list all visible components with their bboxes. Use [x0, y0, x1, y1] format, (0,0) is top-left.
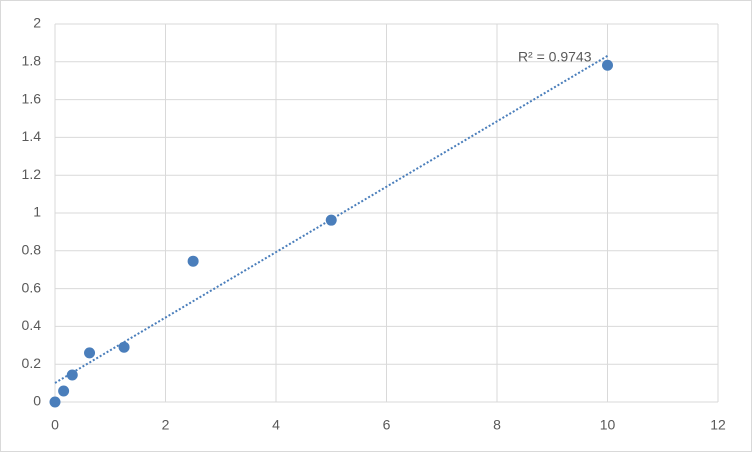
y-tick-label: 1.8 [22, 53, 42, 69]
y-tick-label: 0.4 [22, 317, 42, 333]
point [187, 255, 199, 267]
trendline-label: R² = 0.9743 [518, 49, 592, 65]
y-tick-label: 0.6 [22, 279, 42, 295]
y-tick-label: 1.2 [22, 166, 42, 182]
y-tick-label: 1.6 [22, 90, 42, 106]
point [602, 59, 613, 71]
point [118, 341, 130, 353]
point [66, 369, 78, 381]
x-tick-label: 6 [383, 417, 391, 433]
point [49, 396, 61, 408]
x-tick-label: 0 [51, 417, 59, 433]
x-tick-label: 4 [272, 417, 280, 433]
x-tick-label: 2 [162, 417, 170, 433]
x-tick-label: 10 [600, 417, 616, 433]
point [58, 385, 70, 397]
y-tick-label: 1 [33, 204, 41, 220]
y-tick-label: 0.8 [22, 242, 42, 258]
y-tick-label: 0.2 [22, 355, 42, 371]
x-tick-label: 8 [493, 417, 501, 433]
point [84, 347, 96, 359]
y-tick-label: 2 [33, 15, 41, 31]
x-tick-label: 12 [710, 417, 726, 433]
point [325, 214, 337, 226]
y-tick-label: 0 [33, 393, 41, 409]
y-tick-label: 1.4 [22, 128, 42, 144]
